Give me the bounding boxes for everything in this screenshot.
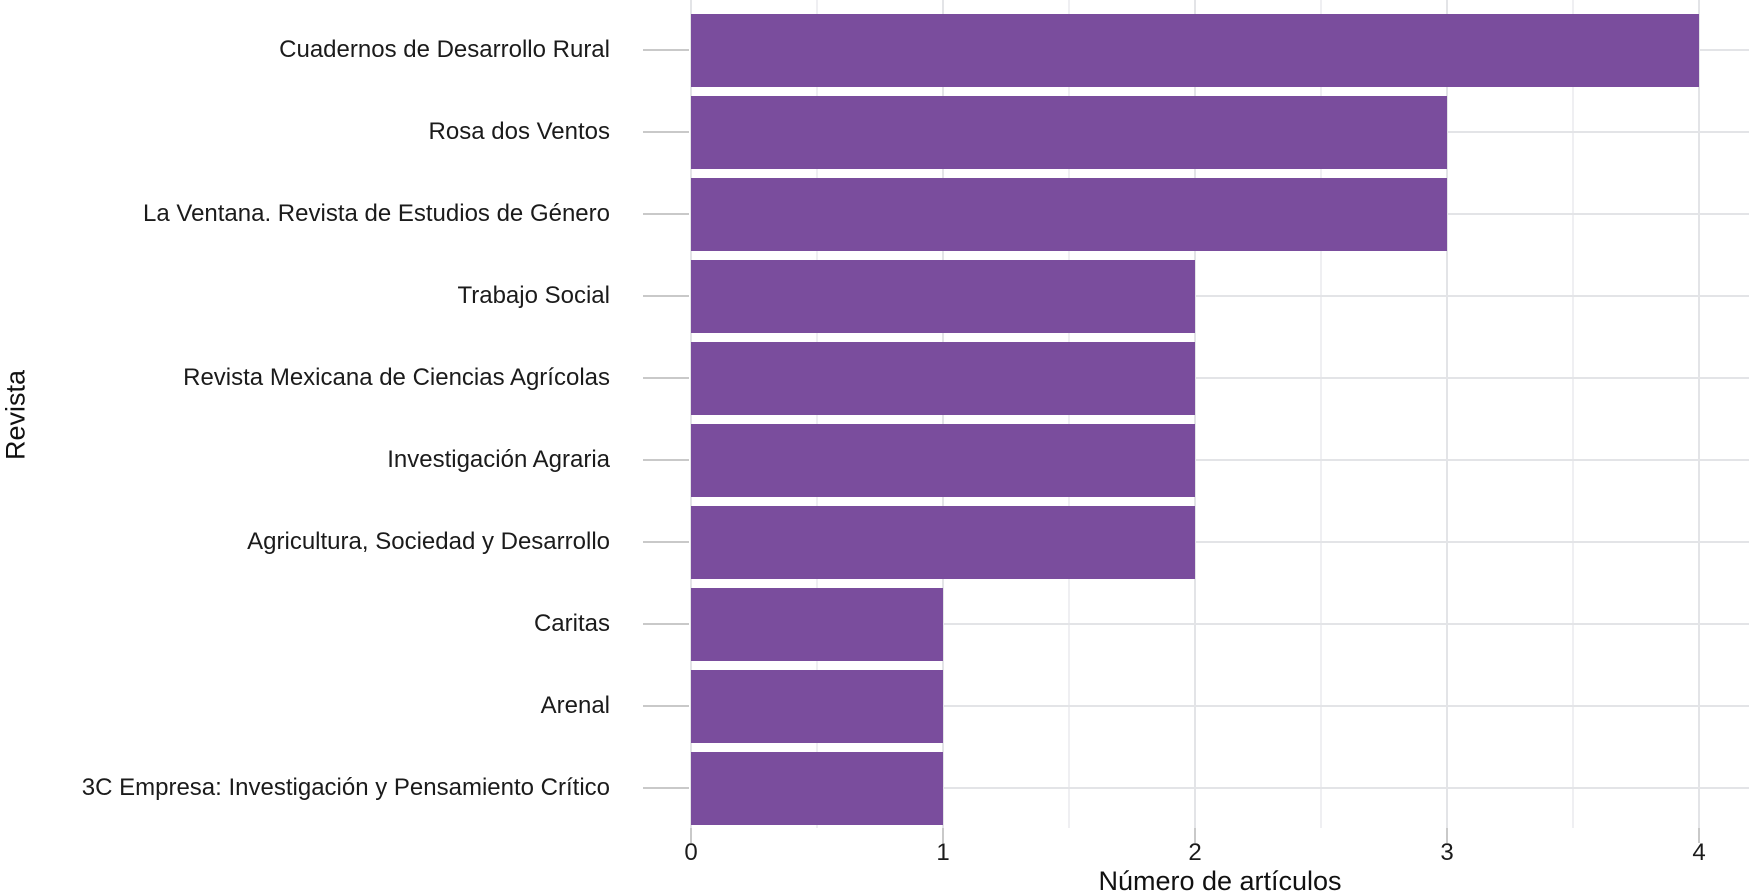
gridline-horizontal-major <box>691 295 1749 297</box>
bar <box>691 95 1447 169</box>
y-axis-title: Revista <box>0 369 31 461</box>
gridline-vertical-major <box>1698 0 1700 828</box>
gridline-vertical-major <box>1194 0 1196 828</box>
y-axis-tick <box>643 49 689 51</box>
y-axis-tick <box>643 787 689 789</box>
y-axis-tick <box>643 705 689 707</box>
y-axis-tick <box>643 213 689 215</box>
y-axis-label: Arenal <box>540 692 610 719</box>
bar <box>691 751 943 825</box>
gridline-horizontal-major <box>691 459 1749 461</box>
y-axis-tick <box>643 623 689 625</box>
gridline-vertical-minor <box>1572 0 1574 828</box>
x-axis-tick <box>942 828 944 843</box>
bar <box>691 13 1699 87</box>
y-axis-label: Caritas <box>533 610 610 637</box>
y-axis-label: 3C Empresa: Investigación y Pensamiento … <box>81 774 610 801</box>
bar <box>691 587 943 661</box>
x-axis-tick <box>1698 828 1700 843</box>
y-axis-tick <box>643 459 689 461</box>
bar <box>691 505 1195 579</box>
x-axis-tick-label: 3 <box>1440 839 1454 866</box>
x-axis-title: Número de artículos <box>1098 866 1342 895</box>
bar <box>691 423 1195 497</box>
y-axis-label: Trabajo Social <box>457 282 610 309</box>
bar <box>691 259 1195 333</box>
y-axis-tick <box>643 131 689 133</box>
gridline-horizontal-major <box>691 377 1749 379</box>
bar <box>691 341 1195 415</box>
y-axis-label: Rosa dos Ventos <box>428 118 610 145</box>
x-axis-tick <box>1194 828 1196 843</box>
x-axis-tick-label: 2 <box>1188 839 1202 866</box>
y-axis-tick <box>643 541 689 543</box>
x-axis-tick <box>1446 828 1448 843</box>
y-axis-tick <box>643 295 689 297</box>
x-axis-tick <box>690 828 692 843</box>
gridline-horizontal-major <box>691 705 1749 707</box>
y-axis-tick <box>643 377 689 379</box>
y-axis-label: Revista Mexicana de Ciencias Agrícolas <box>183 364 610 391</box>
y-axis-label: Cuadernos de Desarrollo Rural <box>279 36 610 63</box>
x-axis-tick-label: 0 <box>684 839 698 866</box>
gridline-horizontal-major <box>691 787 1749 789</box>
gridline-vertical-minor <box>1320 0 1322 828</box>
y-axis-label: Agricultura, Sociedad y Desarrollo <box>247 528 610 555</box>
bar <box>691 669 943 743</box>
x-axis-tick-label: 1 <box>936 839 950 866</box>
y-axis-label: Investigación Agraria <box>387 446 610 473</box>
gridline-vertical-major <box>1446 0 1448 828</box>
y-axis-label: La Ventana. Revista de Estudios de Géner… <box>143 200 610 227</box>
plot-panel <box>690 0 1749 828</box>
gridline-horizontal-major <box>691 623 1749 625</box>
gridline-horizontal-major <box>691 541 1749 543</box>
bar <box>691 177 1447 251</box>
x-axis-tick-label: 4 <box>1692 839 1706 866</box>
